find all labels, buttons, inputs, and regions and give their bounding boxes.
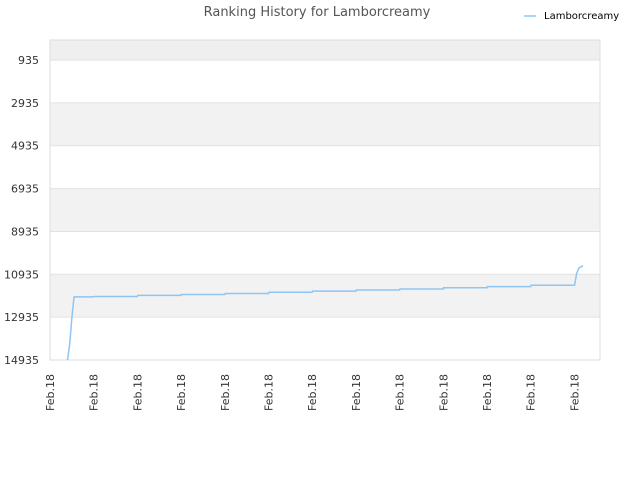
x-tick-label: Feb.18 xyxy=(219,374,232,411)
grid-lines xyxy=(50,59,600,361)
plot-bands xyxy=(50,40,600,360)
legend-label-lamborcreamy: Lamborcreamy xyxy=(544,11,619,22)
y-tick-label: 12935 xyxy=(4,311,39,324)
x-tick-label: Feb.18 xyxy=(131,374,144,411)
chart-title: Ranking History for Lamborcreamy xyxy=(204,5,431,20)
x-tick-label: Feb.18 xyxy=(175,374,188,411)
x-tick-label: Feb.18 xyxy=(88,374,101,411)
plot-band xyxy=(50,188,600,232)
x-tick-label: Feb.18 xyxy=(525,374,538,411)
plot-border xyxy=(49,39,601,361)
legend[interactable]: Lamborcreamy xyxy=(524,11,619,22)
x-tick-label: Feb.18 xyxy=(437,374,450,411)
series-line-lamborcreamy xyxy=(66,264,584,361)
y-tick-label: 2935 xyxy=(11,97,39,110)
plot-band xyxy=(50,60,600,103)
y-tick-label: 935 xyxy=(18,54,39,67)
plot-band xyxy=(50,102,600,146)
x-tick-label: Feb.18 xyxy=(481,374,494,411)
y-tick-label: 8935 xyxy=(11,225,39,238)
plot-band xyxy=(50,274,600,318)
x-tick-label: Feb.18 xyxy=(394,374,407,411)
x-tick-label: Feb.18 xyxy=(306,374,319,411)
plot-band xyxy=(50,317,600,360)
y-tick-label: 6935 xyxy=(11,183,39,196)
y-axis: 935 2935 4935 6935 8935 10935 12935 14935 xyxy=(4,54,39,367)
y-tick-label: 10935 xyxy=(4,268,39,281)
plot-band xyxy=(50,40,600,61)
x-tick-label: Feb.18 xyxy=(350,374,363,411)
series-layer xyxy=(66,264,584,361)
y-tick-label: 4935 xyxy=(11,140,39,153)
x-tick-label: Feb.18 xyxy=(263,374,276,411)
x-tick-label: Feb.18 xyxy=(44,374,57,411)
x-tick-label: Feb.18 xyxy=(568,374,581,411)
plot-band xyxy=(50,145,600,189)
x-axis: Feb.18 Feb.18 Feb.18 Feb.18 Feb.18 Feb.18 Feb.… xyxy=(44,374,581,411)
plot-band xyxy=(50,231,600,275)
y-tick-label: 14935 xyxy=(4,354,39,367)
